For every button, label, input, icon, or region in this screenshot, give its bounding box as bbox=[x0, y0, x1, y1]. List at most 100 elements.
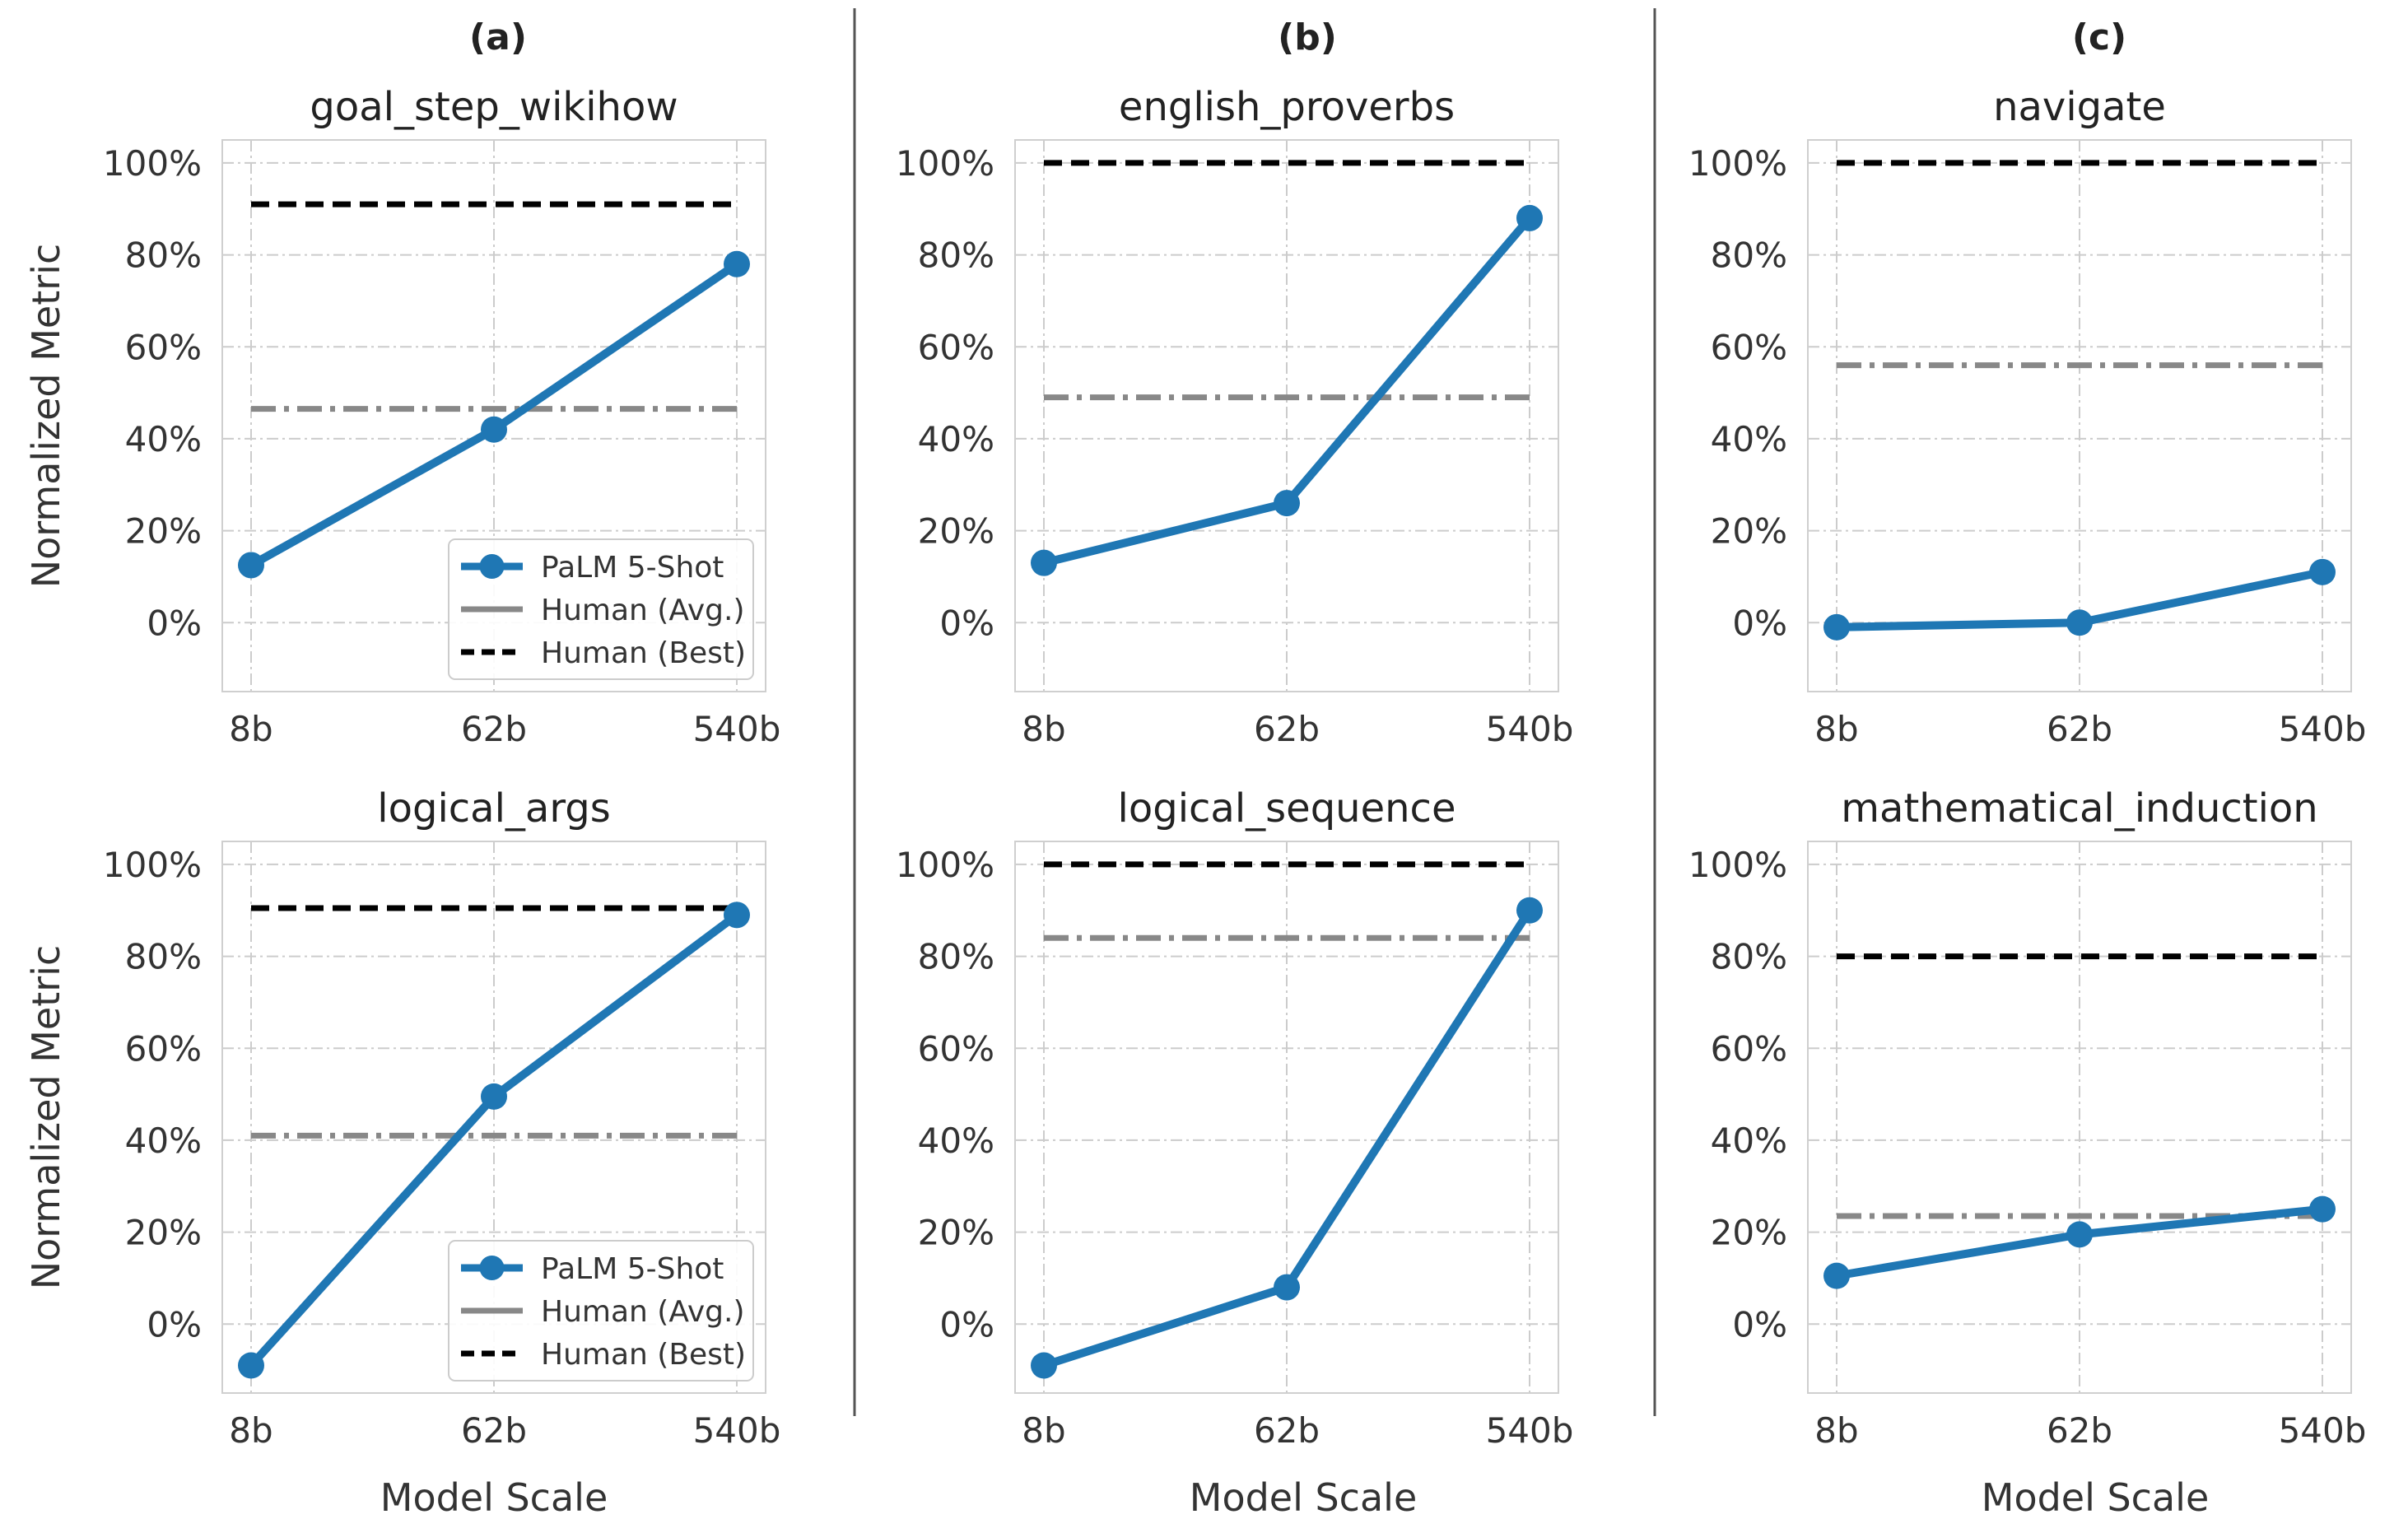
legend-label-human_avg: Human (Avg.) bbox=[541, 594, 744, 627]
panel-english_proverbs: english_proverbs 0% 20% 40% 60% 80% 100% 8b 62b 5… bbox=[896, 84, 1573, 749]
legend-marker-palm bbox=[479, 1256, 505, 1280]
palm-point-62b bbox=[481, 416, 507, 443]
plot-frame bbox=[1014, 841, 1559, 1394]
y-axis-label-row-0: Normalized Metric bbox=[24, 244, 68, 589]
palm-point-62b bbox=[2066, 1221, 2093, 1248]
x-tick-label-1: 62b bbox=[2047, 1410, 2112, 1451]
palm-point-540b bbox=[1516, 897, 1543, 924]
legend: PaLM 5-Shot Human (Avg.) Human (Best) bbox=[448, 538, 754, 680]
x-tick-label-0: 8b bbox=[229, 1410, 272, 1451]
legend-label-palm: PaLM 5-Shot bbox=[541, 1252, 724, 1286]
y-tick-label-2: 40% bbox=[1711, 419, 1787, 459]
panel-mathematical_induction: mathematical_induction 0% 20% 40% 60% 80% 100%… bbox=[1688, 785, 2366, 1451]
panel-title: goal_step_wikihow bbox=[310, 84, 678, 130]
x-tick-label-1: 62b bbox=[1254, 709, 1320, 749]
y-tick-label-0: 0% bbox=[939, 603, 994, 643]
x-tick-label-1: 62b bbox=[1254, 1410, 1320, 1451]
x-tick-label-2: 540b bbox=[1486, 709, 1574, 749]
palm-point-8b bbox=[238, 552, 264, 579]
y-tick-label-4: 80% bbox=[125, 937, 202, 977]
y-tick-label-3: 60% bbox=[125, 1028, 202, 1069]
panel-logical_sequence: logical_sequence 0% 20% 40% 60% 80% 100% 8b 62b 5… bbox=[896, 785, 1573, 1451]
y-tick-label-0: 0% bbox=[147, 1304, 202, 1344]
legend: PaLM 5-Shot Human (Avg.) Human (Best) bbox=[448, 1240, 754, 1382]
y-tick-label-5: 100% bbox=[896, 143, 994, 184]
x-axis-label-col-0: Model Scale bbox=[380, 1475, 608, 1519]
y-tick-label-4: 80% bbox=[918, 937, 994, 977]
palm-point-8b bbox=[1031, 549, 1057, 576]
palm-point-8b bbox=[1031, 1352, 1057, 1379]
plot-frame bbox=[1014, 139, 1559, 692]
column-label-0: (a) bbox=[469, 16, 527, 58]
x-tick-label-0: 8b bbox=[1022, 709, 1065, 749]
y-tick-label-4: 80% bbox=[1711, 937, 1787, 977]
y-tick-label-4: 80% bbox=[1711, 235, 1787, 276]
panel-goal_step_wikihow: goal_step_wikihow 0% 20% 40% 60% 80% 100% 8b 62b… bbox=[103, 84, 780, 749]
legend-box bbox=[448, 538, 754, 680]
y-tick-label-1: 20% bbox=[1711, 511, 1787, 552]
y-tick-label-1: 20% bbox=[125, 1213, 202, 1253]
y-tick-label-0: 0% bbox=[1732, 603, 1787, 643]
plot-frame bbox=[221, 139, 766, 692]
y-tick-label-1: 20% bbox=[1711, 1213, 1787, 1253]
y-tick-label-5: 100% bbox=[103, 143, 202, 184]
y-tick-label-3: 60% bbox=[125, 327, 202, 367]
plot-frame bbox=[1807, 841, 2352, 1394]
palm-point-62b bbox=[2066, 609, 2093, 636]
x-tick-label-2: 540b bbox=[693, 709, 781, 749]
y-tick-label-2: 40% bbox=[1711, 1121, 1787, 1161]
y-tick-label-5: 100% bbox=[896, 845, 994, 885]
x-axis-label-col-2: Model Scale bbox=[1982, 1475, 2210, 1519]
y-tick-label-2: 40% bbox=[125, 1121, 202, 1161]
legend-label-human_best: Human (Best) bbox=[541, 636, 746, 670]
panel-title: navigate bbox=[1993, 84, 2166, 130]
plot-frame bbox=[1807, 139, 2352, 692]
palm-point-8b bbox=[1823, 613, 1850, 641]
panel-title: logical_args bbox=[377, 785, 610, 832]
y-tick-label-1: 20% bbox=[918, 1213, 994, 1253]
y-tick-label-0: 0% bbox=[147, 603, 202, 643]
y-tick-label-5: 100% bbox=[1688, 143, 1787, 184]
column-label-1: (b) bbox=[1278, 16, 1337, 58]
palm-point-540b bbox=[724, 250, 750, 277]
palm-point-8b bbox=[1823, 1262, 1850, 1289]
x-tick-label-1: 62b bbox=[2047, 709, 2112, 749]
palm-point-62b bbox=[1274, 1274, 1300, 1301]
y-tick-label-3: 60% bbox=[1711, 1028, 1787, 1069]
y-tick-label-1: 20% bbox=[918, 511, 994, 552]
x-tick-label-0: 8b bbox=[1814, 1410, 1858, 1451]
x-tick-label-2: 540b bbox=[693, 1410, 781, 1451]
y-tick-label-3: 60% bbox=[918, 1028, 994, 1069]
x-axis-label-col-1: Model Scale bbox=[1190, 1475, 1418, 1519]
legend-label-human_best: Human (Best) bbox=[541, 1338, 746, 1372]
x-tick-label-2: 540b bbox=[2279, 709, 2367, 749]
x-tick-label-0: 8b bbox=[1814, 709, 1858, 749]
x-tick-label-1: 62b bbox=[461, 1410, 527, 1451]
palm-point-8b bbox=[238, 1352, 264, 1379]
y-tick-label-4: 80% bbox=[125, 235, 202, 276]
panel-navigate: navigate 0% 20% 40% 60% 80% 100% 8b 62b 540b bbox=[1688, 84, 2366, 749]
x-tick-label-0: 8b bbox=[1022, 1410, 1065, 1451]
palm-point-540b bbox=[2309, 1195, 2336, 1223]
palm-point-540b bbox=[724, 902, 750, 929]
y-tick-label-0: 0% bbox=[1732, 1304, 1787, 1344]
x-tick-label-2: 540b bbox=[1486, 1410, 1574, 1451]
y-axis-label-row-1: Normalized Metric bbox=[24, 945, 68, 1290]
y-tick-label-3: 60% bbox=[918, 327, 994, 367]
y-tick-label-2: 40% bbox=[918, 419, 994, 459]
y-tick-label-2: 40% bbox=[125, 419, 202, 459]
panel-title: mathematical_induction bbox=[1841, 785, 2317, 832]
legend-label-human_avg: Human (Avg.) bbox=[541, 1295, 744, 1329]
y-tick-label-4: 80% bbox=[918, 235, 994, 276]
palm-point-540b bbox=[2309, 558, 2336, 585]
y-tick-label-5: 100% bbox=[1688, 845, 1787, 885]
y-tick-label-3: 60% bbox=[1711, 327, 1787, 367]
palm-point-62b bbox=[481, 1083, 507, 1110]
legend-label-palm: PaLM 5-Shot bbox=[541, 551, 724, 585]
y-tick-label-2: 40% bbox=[918, 1121, 994, 1161]
x-tick-label-2: 540b bbox=[2279, 1410, 2367, 1451]
plot-frame bbox=[221, 841, 766, 1394]
palm-point-540b bbox=[1516, 204, 1543, 231]
y-tick-label-1: 20% bbox=[125, 511, 202, 552]
